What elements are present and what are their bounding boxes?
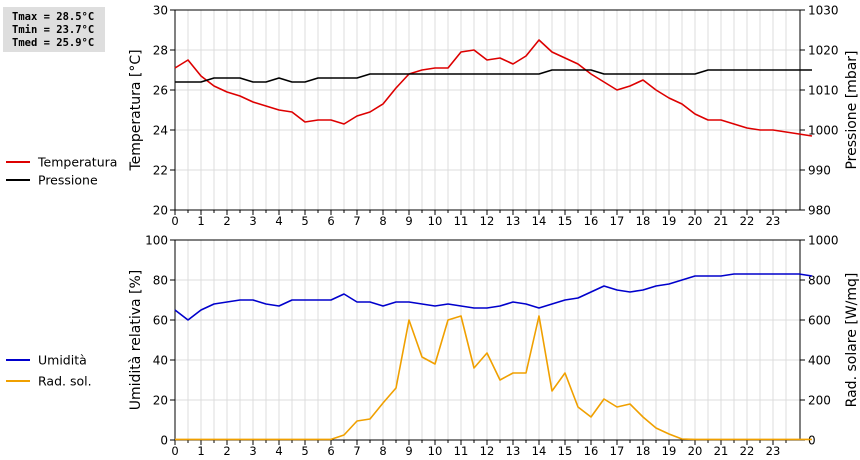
- x-tick-label: 9: [405, 214, 412, 228]
- y-tick-label-right: 1020: [808, 44, 839, 58]
- stats-tmed: Tmed = 25.9°C: [12, 37, 95, 49]
- x-tick-label: 16: [584, 214, 599, 228]
- y-axis-title-right: Rad. solare [W/mq]: [844, 273, 860, 408]
- x-tick-label: 7: [353, 444, 360, 458]
- y-tick-label-left: 22: [153, 164, 168, 178]
- x-tick-label: 23: [766, 214, 781, 228]
- x-tick-label: 11: [454, 444, 469, 458]
- y-tick-label-right: 200: [808, 394, 831, 408]
- x-tick-label: 2: [223, 444, 230, 458]
- x-tick-label: 7: [353, 214, 360, 228]
- legend-label: Temperatura: [37, 155, 117, 170]
- x-tick-label: 20: [688, 444, 703, 458]
- x-tick-label: 14: [532, 444, 547, 458]
- x-tick-label: 12: [480, 444, 495, 458]
- legend-label: Pressione: [38, 173, 98, 188]
- x-tick-label: 17: [610, 214, 625, 228]
- stats-box: Tmax = 28.5°C Tmin = 23.7°C Tmed = 25.9°…: [3, 7, 105, 52]
- x-tick-label: 23: [766, 444, 781, 458]
- stats-tmax: Tmax = 28.5°C: [12, 11, 95, 23]
- y-tick-label-left: 80: [153, 274, 168, 288]
- x-tick-label: 15: [558, 214, 573, 228]
- x-tick-label: 1: [197, 214, 204, 228]
- x-tick-label: 2: [223, 214, 230, 228]
- x-tick-label: 8: [379, 444, 386, 458]
- y-tick-label-right: 0: [808, 434, 816, 448]
- x-tick-label: 6: [327, 214, 334, 228]
- x-tick-label: 0: [171, 214, 178, 228]
- x-tick-label: 18: [636, 444, 651, 458]
- x-tick-label: 17: [610, 444, 625, 458]
- x-tick-label: 20: [688, 214, 703, 228]
- x-tick-label: 10: [428, 214, 443, 228]
- x-tick-label: 13: [506, 214, 521, 228]
- y-tick-label-right: 1030: [808, 4, 839, 18]
- y-tick-label-left: 28: [153, 44, 168, 58]
- x-tick-label: 4: [275, 444, 282, 458]
- y-axis-title-right: Pressione [mbar]: [844, 50, 860, 169]
- x-tick-label: 19: [662, 214, 677, 228]
- x-tick-label: 0: [171, 444, 178, 458]
- y-tick-label-left: 30: [153, 4, 168, 18]
- legend-label: Rad. sol.: [38, 374, 92, 389]
- y-tick-label-left: 20: [153, 394, 168, 408]
- y-tick-label-left: 60: [153, 314, 168, 328]
- x-tick-label: 10: [428, 444, 443, 458]
- y-tick-label-right: 1010: [808, 84, 839, 98]
- x-tick-label: 1: [197, 444, 204, 458]
- x-tick-label: 6: [327, 444, 334, 458]
- x-tick-label: 16: [584, 444, 599, 458]
- x-tick-label: 13: [506, 444, 521, 458]
- x-tick-label: 5: [301, 444, 308, 458]
- x-tick-label: 22: [740, 214, 755, 228]
- y-axis-title-left: Temperatura [°C]: [128, 49, 144, 171]
- y-tick-label-left: 100: [145, 234, 168, 248]
- x-tick-label: 11: [454, 214, 469, 228]
- y-tick-label-left: 0: [160, 434, 168, 448]
- x-tick-label: 21: [714, 444, 729, 458]
- x-tick-label: 22: [740, 444, 755, 458]
- x-tick-label: 15: [558, 444, 573, 458]
- x-tick-label: 4: [275, 214, 282, 228]
- y-tick-label-right: 990: [808, 164, 831, 178]
- series-line-umidit-: [174, 273, 813, 321]
- stats-tmin: Tmin = 23.7°C: [12, 24, 95, 36]
- y-tick-label-left: 26: [153, 84, 168, 98]
- series-line-temperatura: [174, 39, 813, 137]
- y-tick-label-left: 40: [153, 354, 168, 368]
- legend-label: Umidità: [38, 353, 87, 368]
- y-tick-label-right: 400: [808, 354, 831, 368]
- y-axis-title-left: Umidità relativa [%]: [128, 270, 144, 411]
- x-tick-label: 18: [636, 214, 651, 228]
- y-tick-label-right: 980: [808, 204, 831, 218]
- x-tick-label: 3: [249, 444, 256, 458]
- y-tick-label-right: 1000: [808, 124, 839, 138]
- series-line-pressione: [175, 69, 812, 83]
- x-tick-label: 19: [662, 444, 677, 458]
- y-tick-label-right: 800: [808, 274, 831, 288]
- y-tick-label-right: 1000: [808, 234, 839, 248]
- x-tick-label: 3: [249, 214, 256, 228]
- x-tick-label: 9: [405, 444, 412, 458]
- y-tick-label-left: 24: [153, 124, 168, 138]
- x-tick-label: 8: [379, 214, 386, 228]
- x-tick-label: 5: [301, 214, 308, 228]
- x-tick-label: 21: [714, 214, 729, 228]
- series-line-rad-sol-: [175, 315, 812, 441]
- y-tick-label-right: 600: [808, 314, 831, 328]
- y-tick-label-left: 20: [153, 204, 168, 218]
- x-tick-label: 12: [480, 214, 495, 228]
- x-tick-label: 14: [532, 214, 547, 228]
